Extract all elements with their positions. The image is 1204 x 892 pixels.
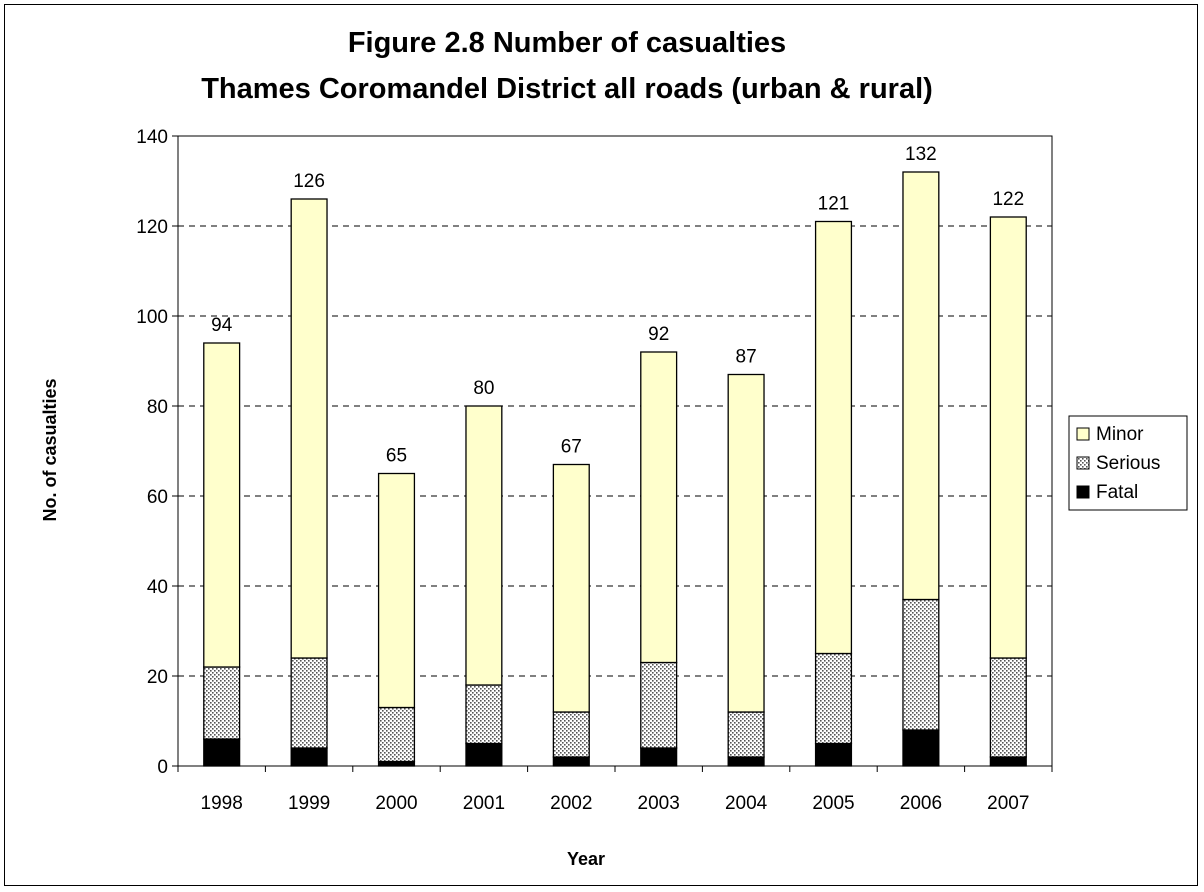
x-tick-label: 2006 (900, 793, 942, 814)
x-tick-label: 2001 (463, 793, 505, 814)
x-axis-title: Year (567, 849, 605, 869)
bar-fatal (814, 742, 853, 767)
bar-serious (640, 661, 678, 749)
x-tick-label: 1998 (201, 793, 243, 814)
y-tick-label: 0 (157, 757, 168, 778)
bar-serious (902, 598, 940, 731)
bar-serious (552, 711, 590, 758)
x-tick-label: 2003 (638, 793, 680, 814)
bar-minor (290, 198, 328, 659)
total-label: 92 (648, 324, 669, 345)
bar-minor (814, 220, 853, 655)
bar-fatal (902, 729, 940, 767)
total-label: 67 (561, 437, 582, 458)
total-label: 122 (992, 189, 1024, 210)
total-label: 94 (211, 315, 233, 336)
x-tick-label: 2005 (812, 793, 854, 814)
bar-serious (290, 657, 328, 749)
total-label: 65 (386, 446, 407, 467)
bar-fatal (989, 756, 1027, 767)
x-tick-label: 2002 (550, 793, 592, 814)
bar-fatal (377, 760, 416, 767)
bar-minor (640, 351, 678, 664)
chart-title-line-1: Figure 2.8 Number of casualties (348, 27, 786, 59)
y-tick-label: 20 (147, 667, 168, 688)
bar-minor (989, 216, 1027, 659)
bar-fatal (203, 738, 241, 767)
x-tick-label: 2004 (725, 793, 768, 814)
legend-label-fatal: Fatal (1096, 482, 1138, 503)
bar-serious (814, 652, 853, 745)
y-tick-label: 120 (136, 217, 168, 238)
bar-fatal (465, 742, 503, 767)
legend: Minor Serious Fatal (1068, 415, 1188, 511)
total-label: 80 (473, 378, 494, 399)
bar-minor (465, 405, 503, 686)
bar-serious (465, 684, 503, 745)
bar-serious (727, 711, 765, 758)
legend-swatch-serious (1076, 456, 1090, 470)
total-label: 87 (736, 347, 757, 368)
bar-fatal (640, 747, 678, 767)
total-label: 126 (293, 171, 325, 192)
y-tick-label: 140 (136, 127, 168, 148)
x-tick-label: 2007 (987, 793, 1029, 814)
y-tick-label: 100 (136, 307, 168, 328)
x-tick-label: 2000 (375, 793, 417, 814)
bar-serious (203, 666, 241, 740)
bar-fatal (552, 756, 590, 767)
bar-minor (552, 463, 590, 713)
bar-minor (377, 472, 416, 709)
bar-minor (902, 171, 940, 601)
bar-fatal (290, 747, 328, 767)
bar-serious (989, 657, 1027, 758)
y-tick-label: 60 (147, 487, 168, 508)
plot-area: 0 20 40 60 80 100 120 140 94 1998 126 1999 65 2000 80 2… (136, 127, 1053, 814)
chart-title-line-2: Thames Coromandel District all roads (ur… (201, 73, 933, 105)
legend-swatch-minor (1076, 427, 1090, 441)
legend-label-minor: Minor (1096, 424, 1144, 445)
bar-fatal (727, 756, 765, 767)
bar-minor (203, 342, 241, 668)
legend-label-serious: Serious (1096, 453, 1160, 474)
bar-minor (727, 373, 765, 713)
y-axis-title: No. of casualties (40, 378, 60, 521)
y-tick-label: 80 (147, 397, 168, 418)
bar-serious (377, 706, 416, 763)
legend-swatch-fatal (1076, 485, 1090, 499)
x-tick-label: 1999 (288, 793, 330, 814)
total-label: 121 (818, 194, 850, 215)
total-label: 132 (905, 144, 937, 165)
y-tick-label: 40 (147, 577, 168, 598)
